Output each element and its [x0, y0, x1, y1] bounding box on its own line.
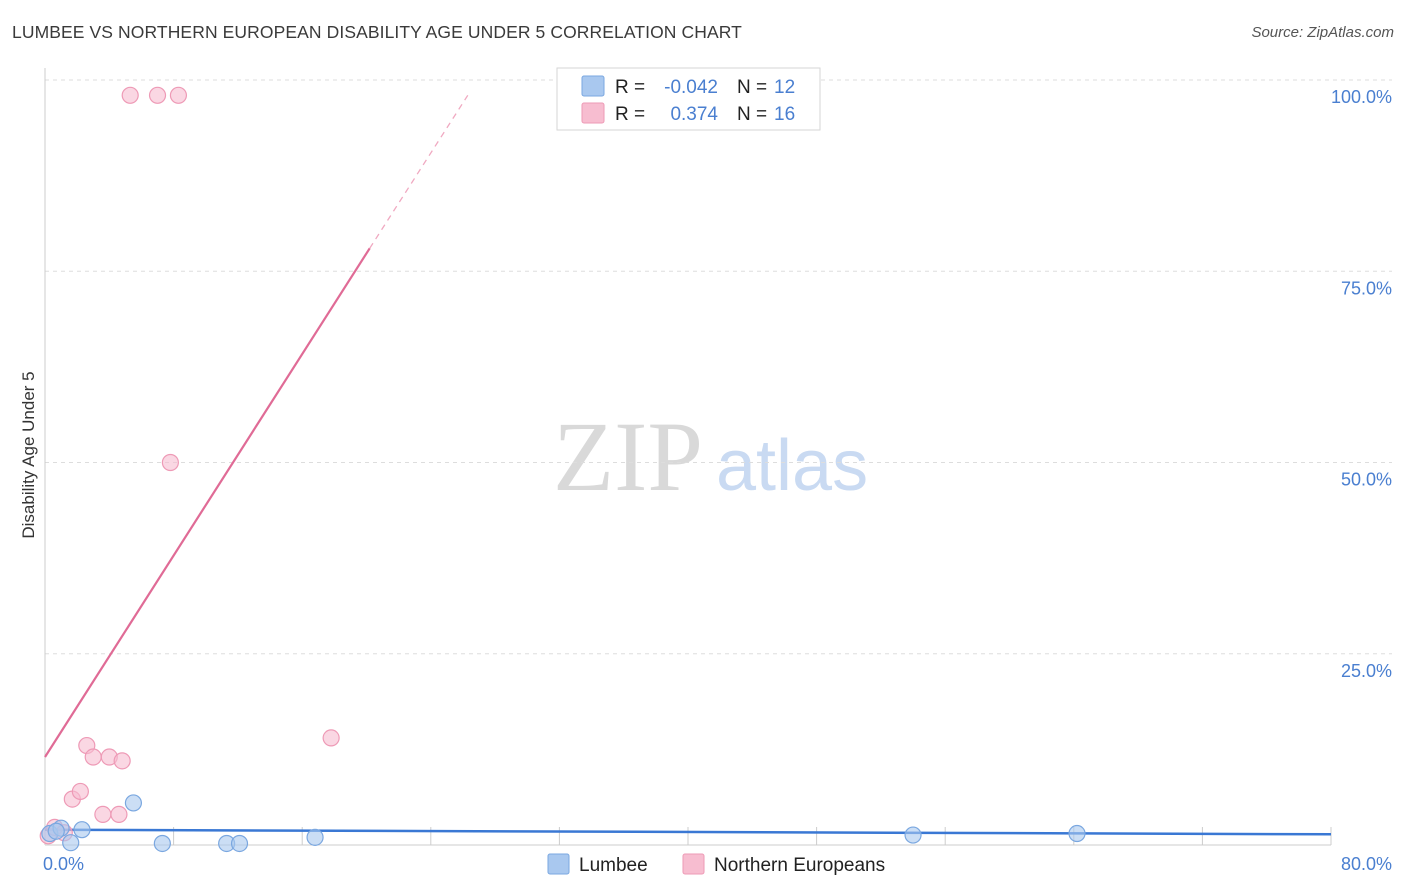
point-northern-europeans-9 — [110, 805, 128, 824]
y-tick-label-25: 25.0% — [1341, 661, 1392, 681]
point-lumbee-5 — [153, 834, 171, 853]
point-northern-europeans-15 — [322, 729, 340, 747]
data-points — [39, 86, 1086, 853]
bottom-legend-label-ne: Northern Europeans — [714, 855, 885, 876]
point-northern-europeans-12 — [148, 86, 167, 104]
legend-n-value-ne: 16 — [774, 104, 795, 125]
point-lumbee-7 — [230, 834, 249, 853]
trend-line-lumbee — [44, 828, 1332, 836]
point-lumbee-8 — [306, 828, 324, 846]
point-lumbee-4 — [124, 794, 143, 812]
point-northern-europeans-6 — [84, 748, 102, 766]
point-northern-europeans-14 — [161, 453, 179, 472]
bottom-legend-label-lumbee: Lumbee — [579, 855, 648, 876]
legend-r-value-lumbee: -0.042 — [664, 77, 718, 98]
legend-swatch-northern-europeans — [581, 102, 605, 124]
legend-box: R = -0.042 N = 12 R = 0.374 N = 16 — [556, 67, 821, 131]
trend-line-northern-europeans-extension — [369, 94, 469, 249]
point-northern-europeans-13 — [169, 86, 188, 104]
point-northern-europeans-11 — [121, 86, 139, 104]
point-lumbee-3 — [73, 821, 91, 839]
legend-n-label-lumbee: N = — [737, 77, 767, 98]
point-northern-europeans-10 — [113, 752, 131, 770]
trend-lines — [44, 94, 1332, 836]
watermark-zip: ZIP — [553, 401, 703, 512]
legend-swatch-lumbee — [581, 75, 605, 97]
point-northern-europeans-7 — [94, 805, 112, 824]
x-tick-label-end: 80.0% — [1341, 854, 1392, 874]
point-lumbee-9 — [904, 826, 922, 844]
bottom-legend: Lumbee Northern Europeans — [547, 853, 885, 876]
tick-labels: 25.0% 50.0% 75.0% 100.0% 0.0% 80.0% — [43, 87, 1392, 874]
trend-line-northern-europeans — [44, 247, 371, 758]
legend-r-label-lumbee: R = — [615, 77, 645, 98]
watermark-atlas: atlas — [716, 426, 868, 506]
watermark: ZIP atlas — [553, 401, 868, 512]
y-tick-label-100: 100.0% — [1331, 87, 1392, 107]
bottom-legend-swatch-ne — [682, 853, 705, 875]
y-tick-label-50: 50.0% — [1341, 470, 1392, 490]
legend-r-label-ne: R = — [615, 104, 645, 125]
y-axis-title: Disability Age Under 5 — [19, 371, 38, 538]
gridlines — [45, 79, 1392, 655]
bottom-legend-swatch-lumbee — [547, 853, 570, 875]
point-northern-europeans-4 — [71, 782, 89, 801]
chart-title: LUMBEE VS NORTHERN EUROPEAN DISABILITY A… — [12, 22, 742, 42]
point-lumbee-2 — [62, 834, 80, 852]
point-lumbee-10 — [1068, 824, 1086, 843]
y-tick-label-75: 75.0% — [1341, 278, 1392, 298]
point-lumbee-11 — [47, 822, 65, 840]
source-label: Source: ZipAtlas.com — [1251, 24, 1394, 41]
legend-n-label-ne: N = — [737, 104, 767, 125]
legend-n-value-lumbee: 12 — [774, 77, 795, 98]
legend-r-value-ne: 0.374 — [670, 104, 718, 125]
x-tick-label-start: 0.0% — [43, 854, 84, 874]
